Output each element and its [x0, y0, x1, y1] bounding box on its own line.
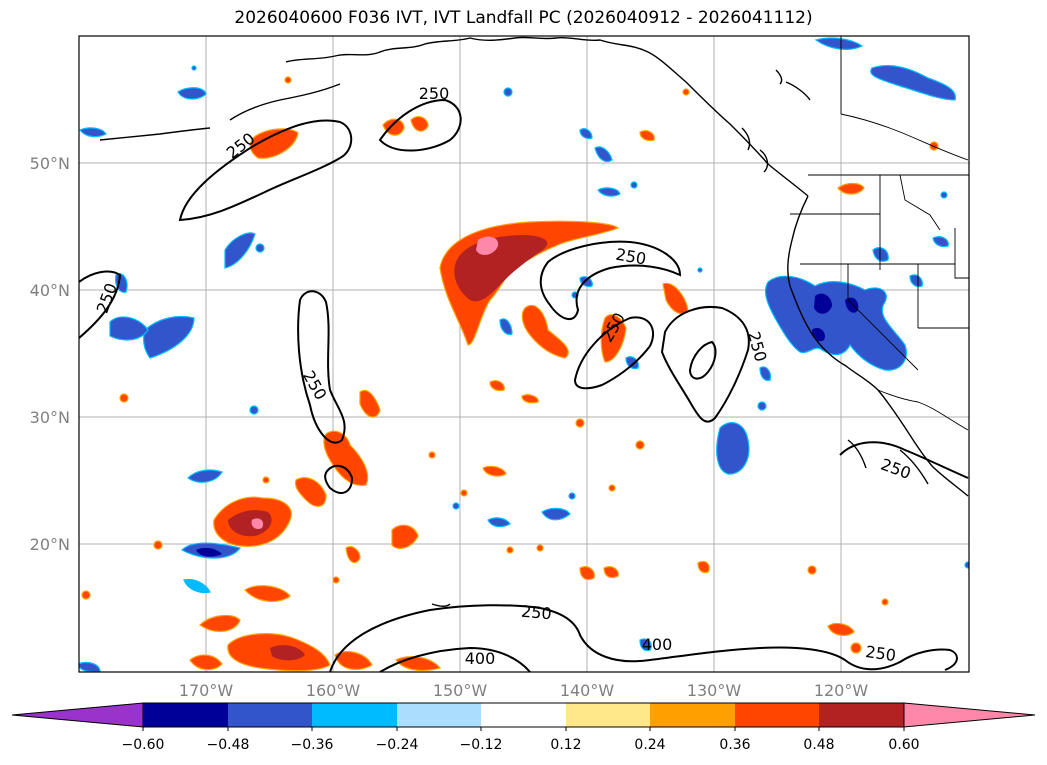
colorbar-segment	[481, 703, 566, 727]
map-title: 2026040600 F036 IVT, IVT Landfall PC (20…	[234, 8, 813, 28]
central-pacific-peak	[476, 236, 499, 255]
contour-label: 250	[419, 84, 450, 103]
lat-label: 50°N	[30, 154, 70, 173]
map-frame	[78, 35, 970, 673]
gridlines	[79, 36, 969, 672]
lon-label: 140°W	[560, 681, 615, 700]
colorbar-tick-label: −0.48	[207, 737, 250, 753]
latitude-labels: 50°N 40°N 30°N 20°N	[30, 154, 70, 554]
contour-label: 250	[520, 602, 552, 624]
colorbar-tick-label: −0.36	[291, 737, 334, 753]
colorbar-tick-label: 0.12	[550, 737, 581, 753]
colorbar-tick-label: −0.60	[122, 737, 165, 753]
colorbar-segment	[566, 703, 650, 727]
colorbar-tick-label: −0.12	[460, 737, 503, 753]
lon-label: 160°W	[306, 681, 361, 700]
lat-label: 40°N	[30, 281, 70, 300]
colorbar-segment	[650, 703, 735, 727]
colorbar-segment	[228, 703, 312, 727]
coastlines	[99, 36, 969, 607]
map-panel: 250 250 250 250 250 250 250 250 250 250 …	[79, 36, 969, 672]
colorbar-tick-label: 0.24	[634, 737, 665, 753]
colorbar-segment	[312, 703, 397, 727]
contour-label: 400	[642, 635, 673, 654]
colorbar-tick-label: −0.24	[376, 737, 419, 753]
lat-label: 20°N	[30, 535, 70, 554]
colorbar-segment	[735, 703, 819, 727]
positive-pc-regions	[81, 76, 939, 672]
lon-label: 170°W	[179, 681, 234, 700]
contour-label: 400	[465, 649, 496, 668]
colorbar-segment	[397, 703, 481, 727]
colorbar-tick-label: 0.48	[803, 737, 834, 753]
political-borders	[790, 36, 969, 431]
colorbar-tick-label: 0.36	[719, 737, 750, 753]
lon-label: 120°W	[814, 681, 869, 700]
colorbar-extend-low	[11, 702, 144, 728]
ivt-contours	[79, 98, 969, 672]
colorbar-extend-high	[903, 702, 1036, 728]
lat-label: 30°N	[30, 408, 70, 427]
lon-label: 130°W	[687, 681, 742, 700]
lon-label: 150°W	[433, 681, 488, 700]
contour-label: 250	[864, 642, 897, 665]
colorbar-segment	[143, 703, 228, 727]
colorbar: −0.60 −0.48 −0.36 −0.24 −0.12 0.12 0.24 …	[11, 702, 1036, 753]
colorbar-segment	[819, 703, 904, 727]
colorbar-tick-label: 0.60	[888, 737, 919, 753]
longitude-labels: 170°W 160°W 150°W 140°W 130°W 120°W	[179, 681, 869, 700]
